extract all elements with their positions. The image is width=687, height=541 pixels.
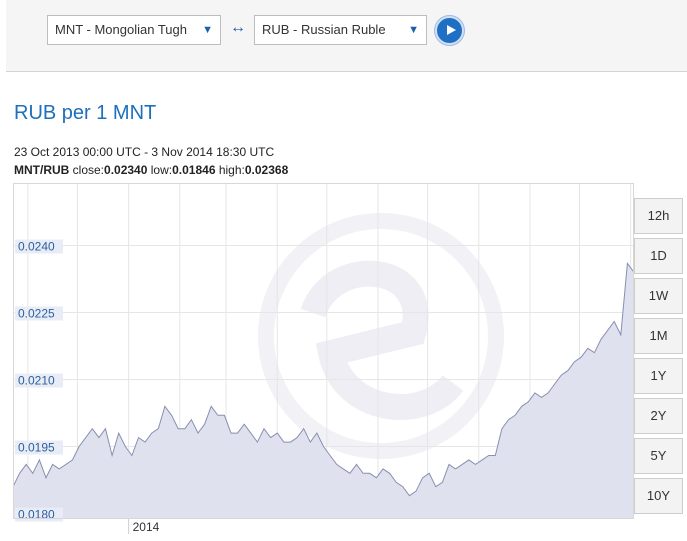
period-button-1m[interactable]: 1M (634, 318, 683, 354)
x-tick-label: 2014 (133, 520, 160, 534)
close-label: close: (72, 163, 105, 177)
plot-border (13, 183, 634, 519)
period-button-5y[interactable]: 5Y (634, 438, 683, 474)
period-button-10y[interactable]: 10Y (634, 478, 683, 514)
high-label: high: (218, 163, 245, 177)
y-tick-label: 0.0195 (18, 441, 55, 455)
chart-title: RUB per 1 MNT (14, 102, 157, 124)
rate-line (13, 262, 635, 497)
period-button-2y[interactable]: 2Y (634, 398, 683, 434)
y-tick-background (15, 440, 63, 455)
period-button-1y[interactable]: 1Y (634, 358, 683, 394)
play-icon[interactable] (435, 16, 464, 45)
period-button-1w[interactable]: 1W (634, 278, 683, 314)
watermark-logo (258, 213, 504, 459)
period-button-1d[interactable]: 1D (634, 238, 683, 274)
swap-icon[interactable]: ↔ (230, 19, 246, 36)
y-tick-background (15, 239, 63, 254)
y-tick-label: 0.0210 (18, 374, 55, 388)
y-tick-label: 0.0180 (18, 508, 55, 522)
to-currency-value: RUB - Russian Ruble (262, 22, 386, 37)
low-value: 0.01846 (172, 163, 216, 177)
y-tick-background (15, 373, 63, 388)
exchange-rate-chart[interactable]: 0.0180 0.0195 0.0210 0.0225 0.0240 2014 (13, 183, 635, 536)
rate-stats: MNT/RUB close:0.02340 low:0.01846 high:0… (14, 163, 288, 177)
y-tick-label: 0.0240 (18, 240, 55, 254)
pair-label: MNT/RUB (14, 163, 70, 177)
low-label: low: (150, 163, 173, 177)
converter-bar: MNT - Mongolian Tugh ▼ ↔ RUB - Russian R… (6, 0, 687, 72)
high-value: 0.02368 (244, 163, 289, 177)
from-currency-select[interactable]: MNT - Mongolian Tugh ▼ (47, 15, 221, 45)
period-buttons: 12h 1D 1W 1M 1Y 2Y 5Y 10Y (634, 198, 684, 518)
chevron-down-icon: ▼ (202, 24, 213, 36)
from-currency-value: MNT - Mongolian Tugh (55, 22, 187, 37)
close-value: 0.02340 (104, 163, 148, 177)
y-tick-label: 0.0225 (18, 307, 55, 321)
date-range: 23 Oct 2013 00:00 UTC - 3 Nov 2014 18:30… (14, 145, 275, 159)
period-button-12h[interactable]: 12h (634, 198, 683, 234)
to-currency-select[interactable]: RUB - Russian Ruble ▼ (254, 15, 427, 45)
y-tick-background (15, 306, 63, 321)
x-axis-labels: 2014 (128, 518, 160, 534)
rate-area (13, 263, 634, 518)
chevron-down-icon: ▼ (408, 24, 419, 36)
